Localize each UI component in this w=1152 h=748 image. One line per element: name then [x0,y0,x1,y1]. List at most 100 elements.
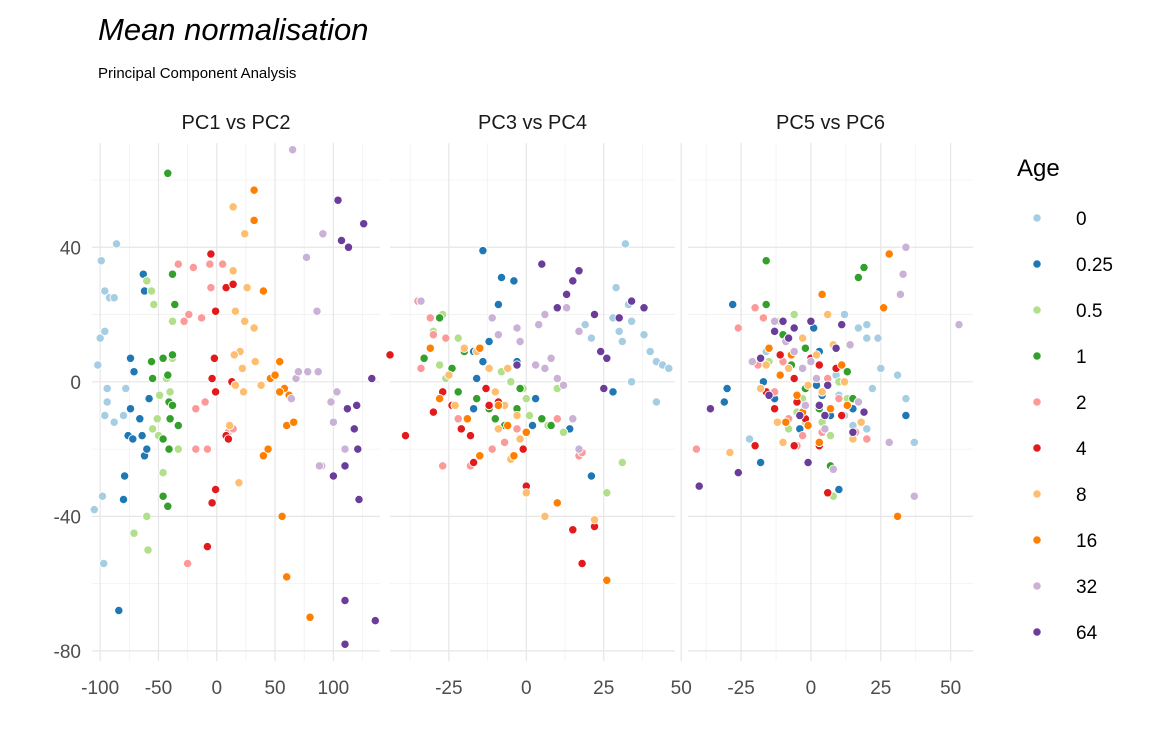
data-point [354,494,364,505]
data-point [512,410,522,421]
x-tick-label: -25 [727,678,754,699]
data-point [118,410,129,421]
legend-label: 2 [1076,393,1087,414]
data-point [206,249,216,259]
x-tick-label: 25 [870,678,891,699]
data-point [416,296,426,306]
data-point [909,437,919,448]
data-point [444,370,454,380]
data-point [691,444,702,454]
data-point [769,404,780,414]
data-point [546,353,556,363]
data-point [527,420,538,431]
data-point [803,420,813,431]
data-point [626,296,637,306]
data-point [512,323,522,333]
data-point [143,545,153,555]
data-point [453,414,463,424]
data-point [825,430,836,441]
data-point [515,336,525,347]
data-point [263,444,273,454]
data-point [468,457,479,468]
data-point [207,498,217,508]
data-point [901,410,911,421]
data-point [478,356,488,367]
data-point [803,457,813,468]
data-point [163,501,173,511]
data-point [831,343,841,353]
data-point [614,313,624,323]
data-point [895,289,906,300]
data-point [224,420,235,431]
data-point [574,326,584,337]
data-point [359,219,369,229]
data-point [617,457,627,468]
data-point [277,511,287,522]
data-point [568,525,578,535]
legend-key [1032,259,1042,269]
data-point [163,168,173,178]
data-point [128,434,138,444]
data-point [834,393,844,404]
data-point [242,282,252,293]
data-point [789,309,799,320]
data-point [249,185,259,195]
data-point [144,393,154,404]
data-point [453,333,463,343]
data-point [228,202,238,212]
data-point [340,444,350,454]
data-point [859,407,869,417]
data-point [152,414,162,424]
data-point [837,360,847,370]
data-point [512,360,522,370]
facet-strip-label: PC3 vs PC4 [478,112,587,134]
data-point [184,309,194,320]
data-point [312,306,322,316]
data-point [234,478,244,488]
data-point [853,397,864,407]
data-point [839,309,850,320]
data-point [811,350,822,360]
data-point [453,387,463,397]
data-point [761,360,771,370]
data-point [333,195,343,205]
x-tick-label: 25 [593,678,614,699]
data-point [217,259,228,269]
data-point [552,303,562,313]
data-point [755,383,766,394]
data-point [303,367,313,377]
data-point [878,303,889,313]
data-point [611,282,621,293]
data-point [370,615,380,626]
data-point [249,323,259,333]
data-point [524,410,535,421]
data-point [602,575,612,585]
data-point [490,387,500,397]
data-point [540,309,550,320]
data-point [892,370,903,380]
data-point [781,417,791,427]
data-point [814,400,824,411]
data-point [93,360,103,370]
x-tick-label: -50 [145,678,172,699]
data-point [118,494,129,505]
data-point [769,316,780,326]
data-point [400,430,411,441]
data-point [797,333,808,343]
data-point [89,504,99,515]
data-point [275,356,285,367]
data-point [954,319,964,330]
data-point [817,387,827,397]
y-tick-label: -80 [54,642,81,663]
data-point [521,488,531,498]
data-point [228,266,238,276]
data-point [725,447,735,458]
data-point [828,464,838,474]
data-point [499,437,510,448]
data-point [521,393,531,404]
data-point [196,313,207,323]
data-point [293,367,304,377]
data-point [769,326,780,337]
legend-title: Age [1017,155,1060,182]
data-point [342,404,353,414]
